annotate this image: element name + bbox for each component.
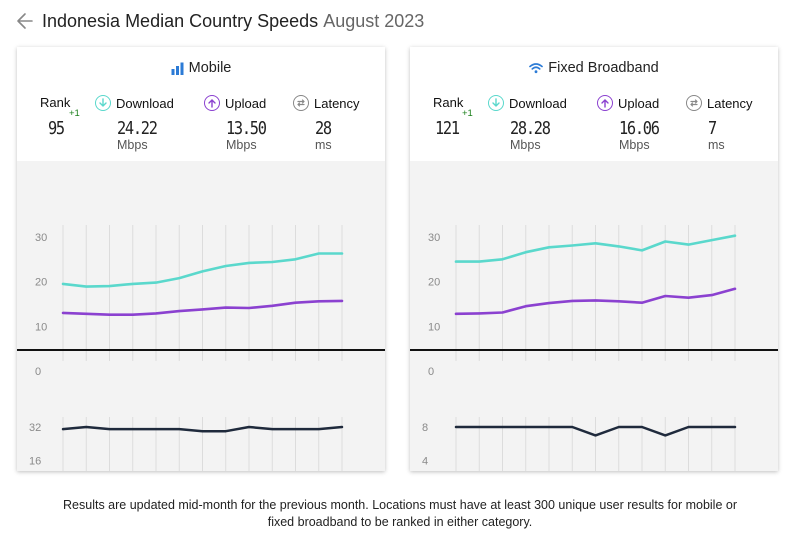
latency-tick-label: 32	[29, 422, 41, 434]
mobile-summary: Mobile Rank 95 +1 Download 24.22 Mbps Up…	[17, 47, 385, 161]
download-label: Download	[95, 95, 174, 111]
latency-icon	[293, 95, 309, 111]
download-series-line	[61, 252, 344, 288]
upload-icon	[204, 95, 220, 111]
latency-label: Latency	[686, 95, 753, 111]
latency-tick-label: 4	[422, 456, 428, 468]
y-tick-label: 10	[428, 321, 440, 333]
page-title-period: August 2023	[323, 10, 425, 31]
upload-value: 13.50	[226, 118, 267, 139]
back-button[interactable]	[14, 10, 36, 32]
download-unit: Mbps	[117, 138, 148, 152]
chart-divider	[410, 349, 778, 351]
latency-value: 7	[708, 118, 717, 139]
y-tick-label: 30	[35, 232, 47, 244]
fixed-panel-name: Fixed Broadband	[548, 60, 659, 76]
latency-value: 28	[315, 118, 332, 139]
download-value: 28.28	[510, 118, 551, 139]
mobile-panel-name: Mobile	[188, 60, 232, 76]
download-value: 24.22	[117, 118, 158, 139]
arrow-left-icon	[17, 13, 33, 29]
latency-series-line	[454, 425, 737, 437]
rank-change: +1	[69, 108, 80, 119]
upload-icon	[597, 95, 613, 111]
download-label: Download	[488, 95, 567, 111]
latency-unit: ms	[708, 138, 725, 152]
download-label-text: Download	[116, 95, 174, 111]
upload-label: Upload	[204, 95, 266, 111]
mobile-panel-title: Mobile	[17, 60, 385, 76]
y-tick-label: 30	[428, 232, 440, 244]
rank-value: 95	[48, 118, 65, 139]
upload-value: 16.06	[619, 118, 660, 139]
bar-signal-icon	[171, 62, 184, 75]
download-icon	[488, 95, 504, 111]
upload-label-text: Upload	[225, 95, 267, 111]
page-title-main: Indonesia Median Country Speeds	[42, 10, 319, 31]
latency-tick-label: 8	[422, 422, 428, 434]
latency-unit: ms	[315, 138, 332, 152]
upload-unit: Mbps	[226, 138, 257, 152]
y-tick-label: 0	[428, 366, 434, 378]
wifi-icon	[529, 63, 544, 74]
rank-label: Rank	[433, 95, 464, 110]
y-tick-label: 0	[35, 366, 41, 378]
y-tick-label: 20	[35, 277, 47, 289]
y-tick-label: 20	[428, 277, 440, 289]
latency-icon	[686, 95, 702, 111]
mobile-panel: Mobile Rank 95 +1 Download 24.22 Mbps Up…	[17, 47, 385, 471]
chart-divider	[17, 349, 385, 351]
fixed-summary: Fixed Broadband Rank 121 +1 Download 28.…	[410, 47, 778, 161]
latency-label-text: Latency	[707, 95, 753, 111]
latency-label: Latency	[293, 95, 360, 111]
fixed-chart: 010203004808 / 202208 / 2023	[422, 225, 737, 471]
upload-series-line	[61, 299, 344, 316]
fixed-broadband-panel: Fixed Broadband Rank 121 +1 Download 28.…	[410, 47, 778, 471]
download-icon	[95, 95, 111, 111]
upload-label-text: Upload	[618, 95, 660, 111]
latency-label-text: Latency	[314, 95, 360, 111]
latency-series-line	[61, 425, 344, 433]
latency-tick-label: 16	[29, 456, 41, 468]
page-header: Indonesia Median Country Speeds August 20…	[14, 8, 424, 34]
mobile-chart: 01020300163208 / 202208 / 2023	[29, 225, 344, 471]
rank-value: 121	[435, 118, 460, 139]
footer-note: Results are updated mid-month for the pr…	[0, 497, 800, 531]
download-series-line	[454, 234, 737, 263]
upload-unit: Mbps	[619, 138, 650, 152]
footer-line-1: Results are updated mid-month for the pr…	[63, 498, 737, 512]
footer-line-2: fixed broadband to be ranked in either c…	[267, 515, 533, 529]
rank-change: +1	[462, 108, 473, 119]
rank-label: Rank	[40, 95, 71, 110]
upload-series-line	[454, 287, 737, 316]
upload-label: Upload	[597, 95, 659, 111]
download-unit: Mbps	[510, 138, 541, 152]
page-title: Indonesia Median Country Speeds August 20…	[42, 11, 424, 32]
fixed-panel-title: Fixed Broadband	[410, 60, 778, 76]
y-tick-label: 10	[35, 321, 47, 333]
download-label-text: Download	[509, 95, 567, 111]
